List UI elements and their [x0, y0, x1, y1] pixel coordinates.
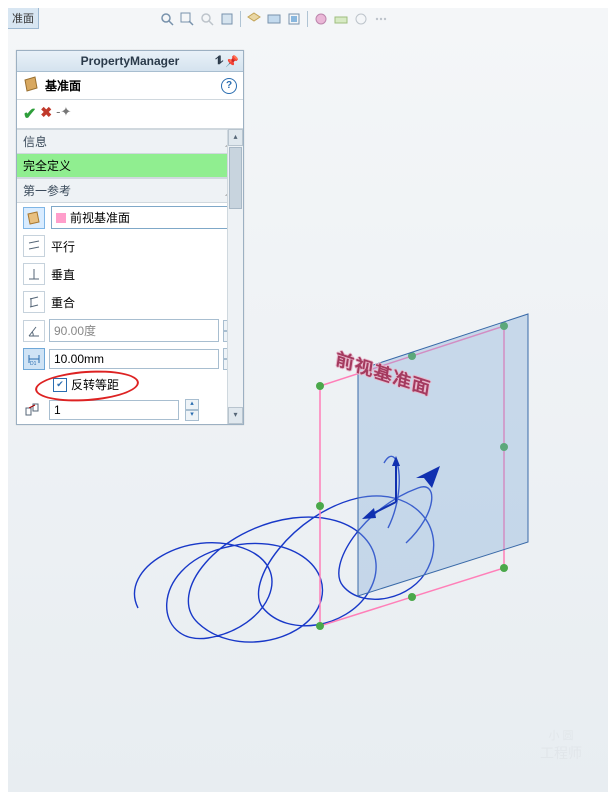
scroll-up-button[interactable]: ▴: [228, 129, 243, 146]
instances-value: 1: [54, 403, 61, 417]
first-ref-body: 前视基准面 平行 垂直: [17, 203, 243, 424]
parallel-icon[interactable]: [23, 235, 45, 257]
reference-entity-icon[interactable]: [23, 207, 45, 229]
status-text: 完全定义: [23, 159, 71, 173]
panel-scrollbar[interactable]: ▴ ▾: [227, 129, 243, 424]
distance-value: 10.00mm: [54, 352, 104, 366]
selection-color-icon: [56, 213, 66, 223]
coincident-icon[interactable]: [23, 291, 45, 313]
pm-header: PropertyManager ⥮ 📌: [17, 51, 243, 72]
front-plane[interactable]: [358, 314, 528, 596]
flip-offset-row: ✔ 反转等距: [17, 373, 243, 396]
svg-text:D1: D1: [30, 361, 37, 366]
perpendicular-icon[interactable]: [23, 263, 45, 285]
feature-title-row: 基准面 ?: [17, 72, 243, 100]
watermark-line1: 小 圆: [548, 727, 573, 743]
angle-value: 90.00度: [54, 324, 96, 338]
viewport: 准面: [8, 8, 608, 792]
watermark: 小 圆 工程师: [526, 710, 596, 780]
watermark-line2: 工程师: [540, 743, 582, 763]
instances-input[interactable]: 1: [49, 400, 179, 420]
instances-icon: [23, 400, 43, 420]
distance-input[interactable]: 10.00mm: [49, 349, 219, 369]
flip-offset-checkbox[interactable]: ✔: [53, 378, 67, 392]
coincident-label: 重合: [51, 294, 75, 311]
handle-icon[interactable]: [408, 593, 416, 601]
parallel-label: 平行: [51, 238, 75, 255]
pm-actions: ✔ ✖ -✦: [17, 100, 243, 129]
pm-title: PropertyManager: [81, 54, 180, 68]
pm-pin-icon[interactable]: 📌: [225, 55, 239, 68]
flip-offset-label: 反转等距: [71, 376, 119, 393]
reference-input[interactable]: 前视基准面: [51, 206, 237, 229]
distance-icon[interactable]: D1: [23, 348, 45, 370]
instances-spinner[interactable]: ▴▾: [185, 399, 199, 421]
section-info[interactable]: 信息 ︿: [17, 129, 243, 154]
status-fully-defined: 完全定义: [17, 154, 243, 178]
handle-icon[interactable]: [316, 502, 324, 510]
plane-icon: [23, 76, 39, 95]
perpendicular-label: 垂直: [51, 266, 75, 283]
reference-value: 前视基准面: [70, 209, 130, 226]
handle-icon[interactable]: [316, 382, 324, 390]
cancel-button[interactable]: ✖: [40, 104, 52, 124]
feature-name: 基准面: [45, 77, 81, 94]
section-first-ref-label: 第一参考: [23, 182, 71, 199]
scroll-down-button[interactable]: ▾: [228, 407, 243, 424]
pm-expand-icon[interactable]: ⥮: [215, 55, 223, 68]
handle-icon[interactable]: [500, 564, 508, 572]
property-manager-panel: PropertyManager ⥮ 📌 基准面 ? ✔ ✖ -✦ 信息 ︿ 完全: [16, 50, 244, 425]
keep-visible-icon[interactable]: -✦: [56, 104, 71, 124]
angle-input[interactable]: 90.00度: [49, 319, 219, 342]
help-icon[interactable]: ?: [221, 78, 237, 94]
section-info-label: 信息: [23, 133, 47, 150]
angle-icon[interactable]: [23, 320, 45, 342]
scroll-thumb[interactable]: [229, 147, 242, 209]
handle-icon[interactable]: [316, 622, 324, 630]
ok-button[interactable]: ✔: [23, 104, 36, 124]
section-first-ref[interactable]: 第一参考 ︿: [17, 178, 243, 203]
